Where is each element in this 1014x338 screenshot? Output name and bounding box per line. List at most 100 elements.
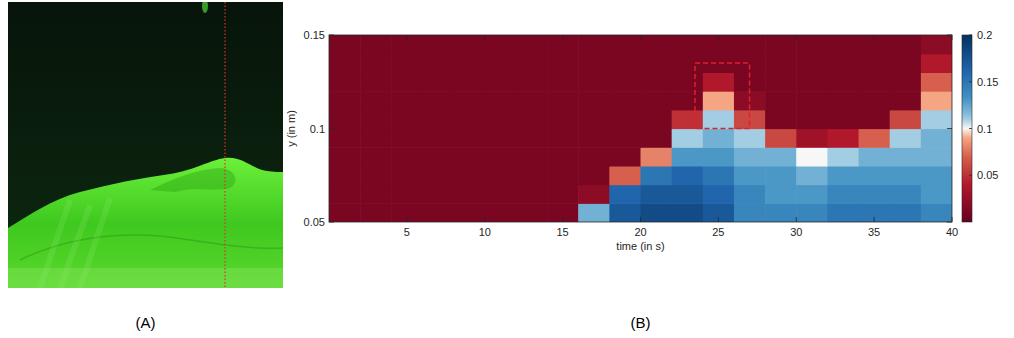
heatmap-cell — [734, 203, 766, 222]
heatmap-cell — [765, 35, 797, 54]
x-tick — [406, 35, 407, 40]
photo — [8, 2, 283, 288]
heatmap-cell — [454, 110, 486, 129]
heatmap-cell — [360, 147, 392, 166]
heatmap-cell — [609, 166, 641, 185]
heatmap-cell — [859, 129, 891, 148]
heatmap-cell — [485, 91, 517, 110]
heatmap-cell — [516, 166, 548, 185]
colorbar-tick — [969, 175, 972, 176]
heatmap-cell — [703, 72, 735, 91]
x-tick-label: 10 — [479, 226, 491, 238]
heatmap-cell — [547, 203, 579, 222]
billow — [150, 168, 236, 192]
heatmap-cell — [703, 91, 735, 110]
heatmap-cell — [921, 110, 952, 129]
heatmap-cell — [422, 166, 454, 185]
x-tick-label: 30 — [790, 226, 802, 238]
heatmap-cell — [796, 129, 828, 148]
heatmap-cell — [921, 91, 952, 110]
heatmap-cell — [703, 129, 735, 148]
heatmap-cell — [859, 203, 891, 222]
heatmap-cell — [890, 129, 922, 148]
heatmap-cell — [672, 91, 704, 110]
x-tick — [796, 217, 797, 222]
x-tick-label: 40 — [946, 226, 958, 238]
heatmap-cell — [516, 54, 548, 73]
heatmap-cell — [641, 54, 673, 73]
heatmap-cell — [796, 72, 828, 91]
heatmap-cell — [578, 72, 610, 91]
heatmap-cell — [890, 35, 922, 54]
heatmap-cell — [921, 54, 952, 73]
heatmap-cell — [672, 185, 704, 204]
x-tick — [952, 217, 953, 222]
heatmap-cell — [641, 35, 673, 54]
heatmap-cell — [422, 129, 454, 148]
heatmap-cell — [422, 35, 454, 54]
heatmap-cell — [859, 110, 891, 129]
heatmap-cell — [796, 54, 828, 73]
highlight-box — [695, 63, 750, 128]
heatmap-cell — [703, 185, 735, 204]
heatmap-cell — [547, 166, 579, 185]
heatmap-cell — [672, 129, 704, 148]
heatmap-cell — [859, 54, 891, 73]
photo-background — [8, 2, 283, 288]
heatmap-cell — [703, 35, 735, 54]
drip — [202, 2, 208, 13]
heatmap-cell — [827, 91, 859, 110]
heatmap-cell — [578, 91, 610, 110]
heatmap-cell — [734, 35, 766, 54]
heatmap-cell — [578, 129, 610, 148]
heatmap-cell — [454, 72, 486, 91]
heatmap-cell — [516, 147, 548, 166]
heatmap-cell — [578, 166, 610, 185]
heatmap-cell — [547, 35, 579, 54]
heatmap-cell — [516, 185, 548, 204]
heatmap-cell — [859, 91, 891, 110]
heatmap-cell — [329, 91, 361, 110]
heatmap-cell — [360, 129, 392, 148]
heatmap-cell — [360, 91, 392, 110]
heatmap-cell — [859, 147, 891, 166]
heatmap-cell — [485, 54, 517, 73]
heatmap-cell — [578, 185, 610, 204]
heatmap-cell — [547, 147, 579, 166]
heatmap-cell — [827, 72, 859, 91]
heatmap-cell — [703, 166, 735, 185]
x-tick-label: 25 — [712, 226, 724, 238]
heatmap-cell — [609, 35, 641, 54]
heatmap-cell — [796, 166, 828, 185]
heatmap-cell — [765, 203, 797, 222]
heatmap-cell — [422, 91, 454, 110]
heatmap-cell — [921, 72, 952, 91]
figure: (A)5101520253035400.050.10.15time (in s)… — [0, 0, 1014, 338]
heatmap-cell — [796, 185, 828, 204]
plot-frame — [329, 35, 952, 222]
y-tick-label: 0.1 — [310, 123, 325, 135]
y-axis-title: y (in m) — [285, 110, 297, 147]
heatmap-cell — [672, 203, 704, 222]
heatmap-cell — [454, 185, 486, 204]
heatmap-cell — [672, 147, 704, 166]
heatmap-cell — [547, 72, 579, 91]
heatmap-cell — [796, 35, 828, 54]
heatmap-cell — [485, 35, 517, 54]
heatmap-cell — [391, 185, 423, 204]
x-tick — [640, 217, 641, 222]
heatmap-cell — [609, 147, 641, 166]
heatmap-cell — [890, 203, 922, 222]
x-tick — [718, 35, 719, 40]
x-tick — [406, 217, 407, 222]
heatmap-cell — [422, 185, 454, 204]
heatmap-cell — [609, 91, 641, 110]
heatmap-cell — [516, 203, 548, 222]
heatmap-cell — [827, 54, 859, 73]
heatmap-cell — [391, 129, 423, 148]
heatmap-cell — [578, 203, 610, 222]
y-tick — [329, 128, 334, 129]
colorbar — [962, 35, 972, 222]
heatmap-cell — [859, 166, 891, 185]
heatmap-cell — [329, 110, 361, 129]
